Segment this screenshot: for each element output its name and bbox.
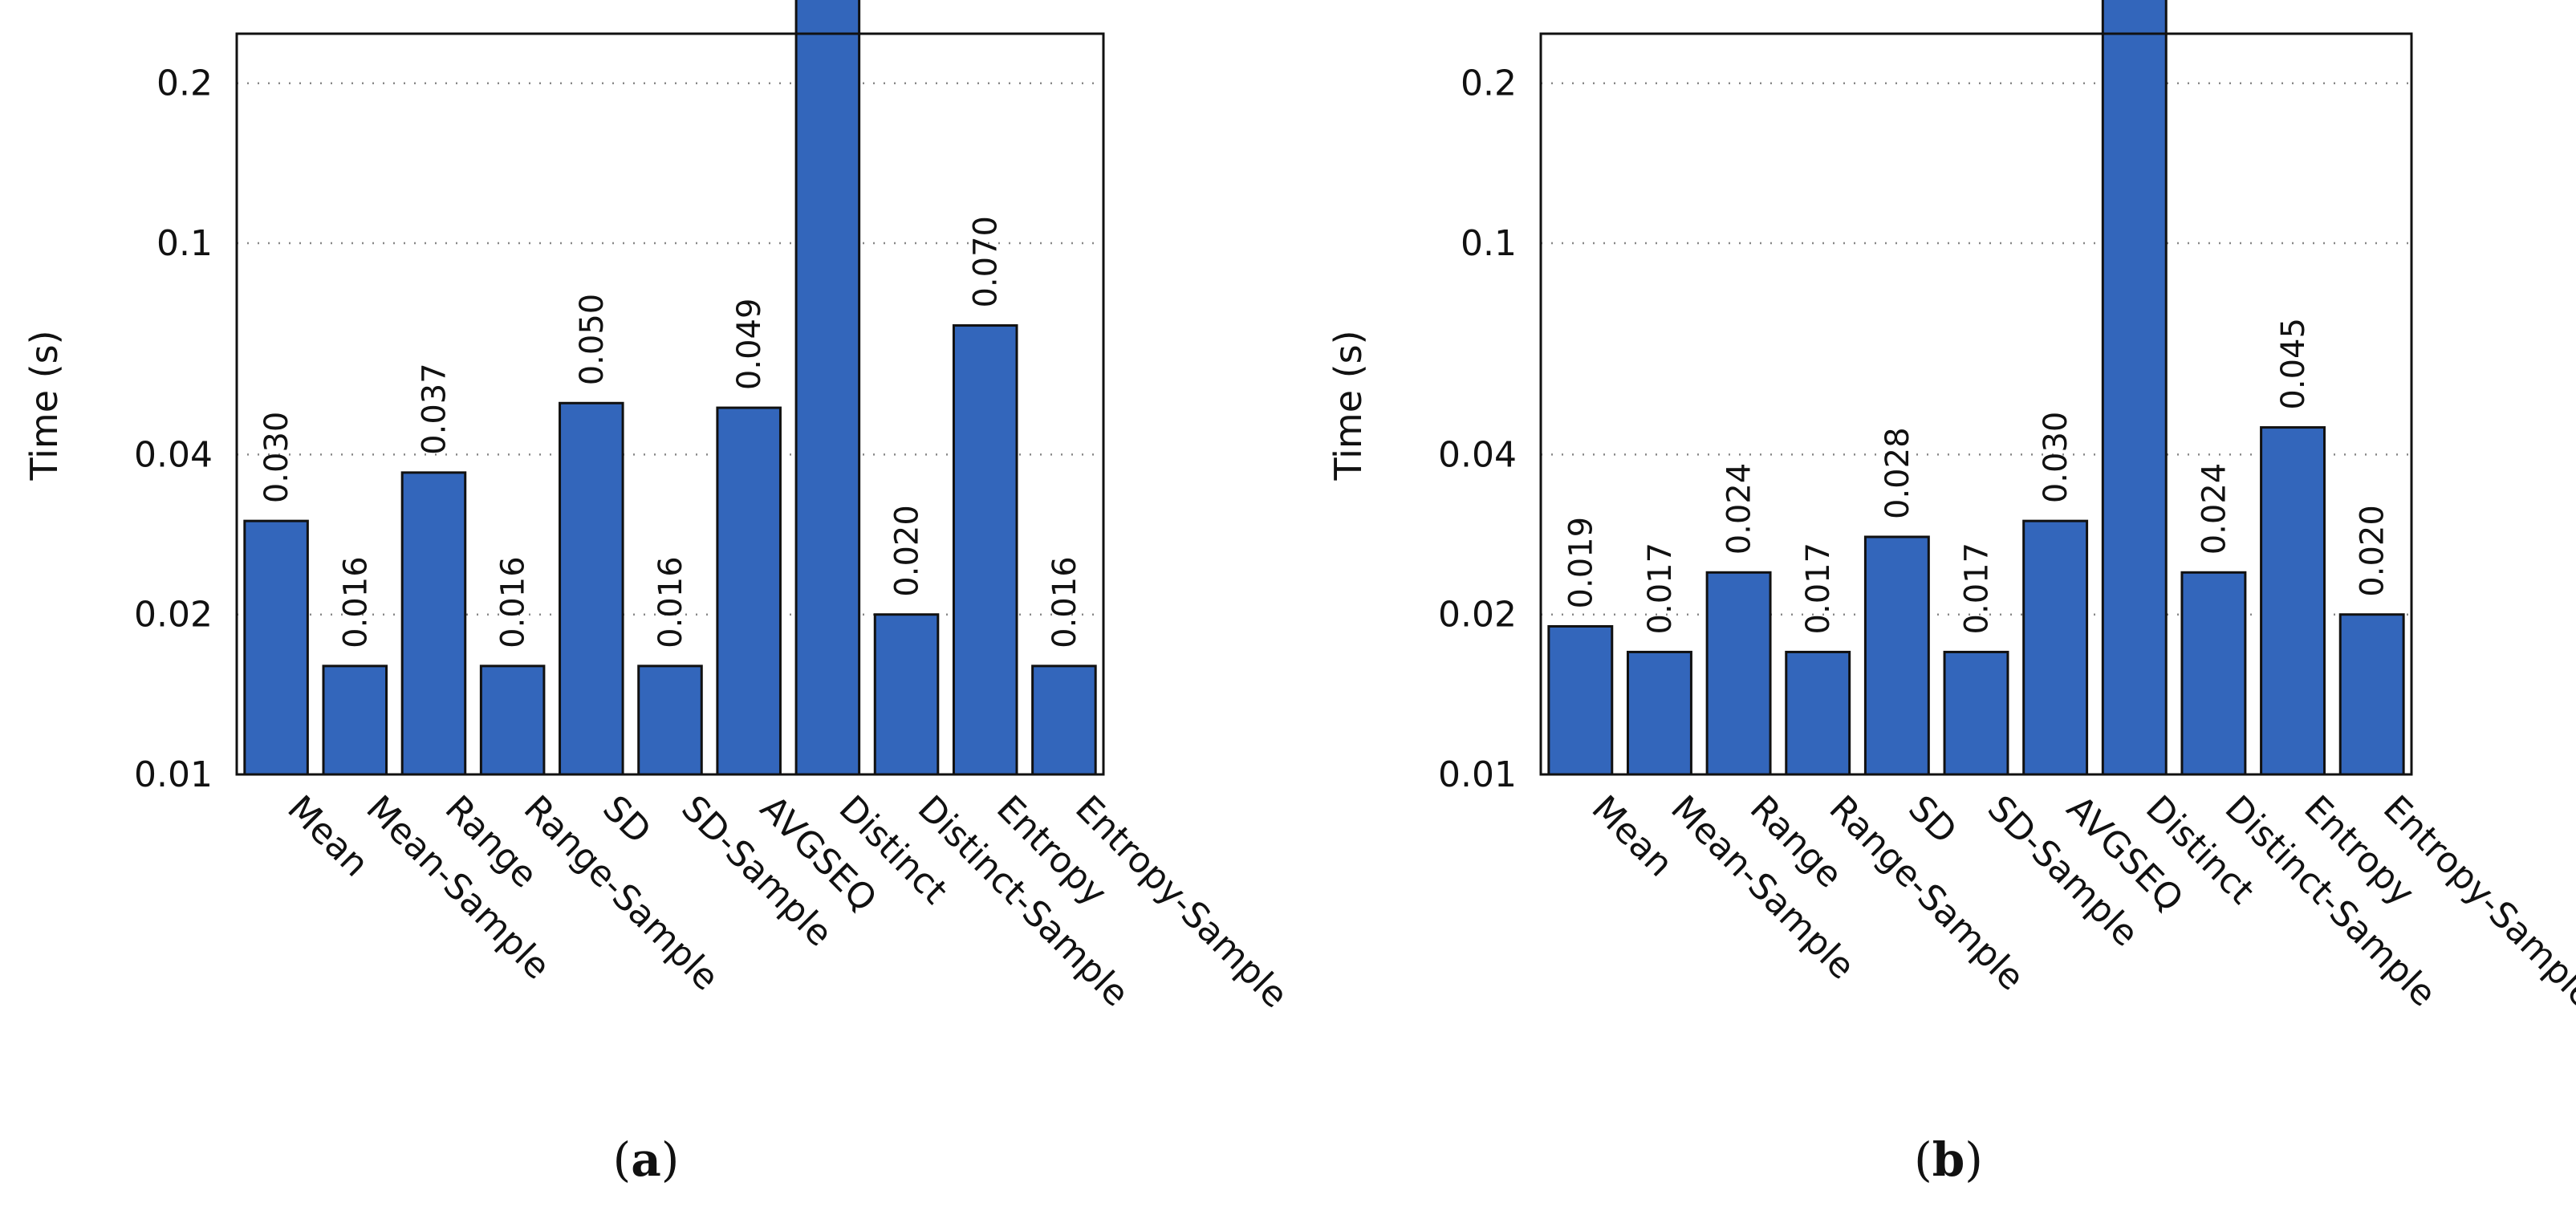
bar xyxy=(2180,571,2247,776)
bar xyxy=(1031,664,1097,776)
bar-value-label: 0.020 xyxy=(2355,505,2391,597)
bar xyxy=(322,664,388,776)
bar-value-label: 0.019 xyxy=(1562,517,1599,609)
bar-value-label: 0.020 xyxy=(889,505,926,597)
bar xyxy=(1943,650,2009,776)
bar-value-label: 0.016 xyxy=(652,556,689,648)
bar xyxy=(873,613,940,776)
panel-caption: (b) xyxy=(1914,1132,1983,1187)
category-label: Mean xyxy=(1584,788,1681,885)
y-tick-label: 0.2 xyxy=(156,63,213,104)
bar xyxy=(1863,535,1930,776)
y-axis-label: Time (s) xyxy=(1327,330,1370,481)
y-tick-label: 0.04 xyxy=(1438,434,1517,475)
category-label: SD xyxy=(595,788,659,852)
bar-value-label: 0.017 xyxy=(1800,543,1837,635)
bar xyxy=(1627,650,1692,776)
bar-value-label: 0.070 xyxy=(968,216,1005,308)
bar xyxy=(952,324,1018,776)
bar-value-label: 0.028 xyxy=(1879,427,1916,519)
bar xyxy=(400,471,467,776)
bar xyxy=(1547,624,1614,776)
bar xyxy=(559,401,624,776)
y-tick-label: 0.1 xyxy=(156,223,213,264)
bar xyxy=(637,664,703,776)
bar-value-label: 0.030 xyxy=(258,412,295,504)
chart-panel-a: 0.030Mean0.016Mean-Sample0.037Range0.016… xyxy=(22,0,1295,1187)
y-tick-label: 0.1 xyxy=(1461,223,1517,264)
bar xyxy=(1785,650,1851,776)
bar-value-label: 0.050 xyxy=(574,294,611,386)
bar xyxy=(1705,571,1772,776)
category-label: Mean xyxy=(279,788,376,885)
bar-value-label: 0.030 xyxy=(2038,412,2074,504)
bar-value-label: 0.024 xyxy=(1721,463,1758,555)
bar-value-label: 0.037 xyxy=(416,363,453,455)
bar xyxy=(2101,0,2168,776)
bar-value-label: 0.017 xyxy=(1642,543,1679,635)
bar xyxy=(794,0,861,776)
bar-value-label: 0.024 xyxy=(2196,463,2233,555)
y-tick-label: 0.01 xyxy=(1438,754,1517,795)
panel-caption: (a) xyxy=(613,1132,680,1187)
y-tick-label: 0.02 xyxy=(134,595,213,636)
bar xyxy=(2022,519,2089,776)
bar xyxy=(716,406,782,776)
bar xyxy=(479,664,546,776)
bar xyxy=(243,519,309,776)
bar-value-label: 0.016 xyxy=(1046,556,1083,648)
y-tick-label: 0.02 xyxy=(1438,595,1517,636)
y-tick-label: 0.04 xyxy=(134,434,213,475)
bar-value-label: 0.049 xyxy=(731,299,768,391)
y-axis-label: Time (s) xyxy=(22,330,66,481)
y-tick-label: 0.2 xyxy=(1461,63,1517,104)
bar-value-label: 0.016 xyxy=(337,556,374,648)
plot-frame xyxy=(235,32,1105,776)
chart-panel-b: 0.019Mean0.017Mean-Sample0.024Range0.017… xyxy=(1327,0,2576,1187)
bar xyxy=(2260,426,2326,776)
bar xyxy=(2338,613,2405,776)
bar-value-label: 0.016 xyxy=(495,556,532,648)
y-tick-label: 0.01 xyxy=(134,754,213,795)
bar-value-label: 0.017 xyxy=(1959,543,1996,635)
bar-value-label: 0.045 xyxy=(2275,318,2312,410)
plot-frame xyxy=(1539,32,2413,776)
category-label: SD xyxy=(1900,788,1965,852)
